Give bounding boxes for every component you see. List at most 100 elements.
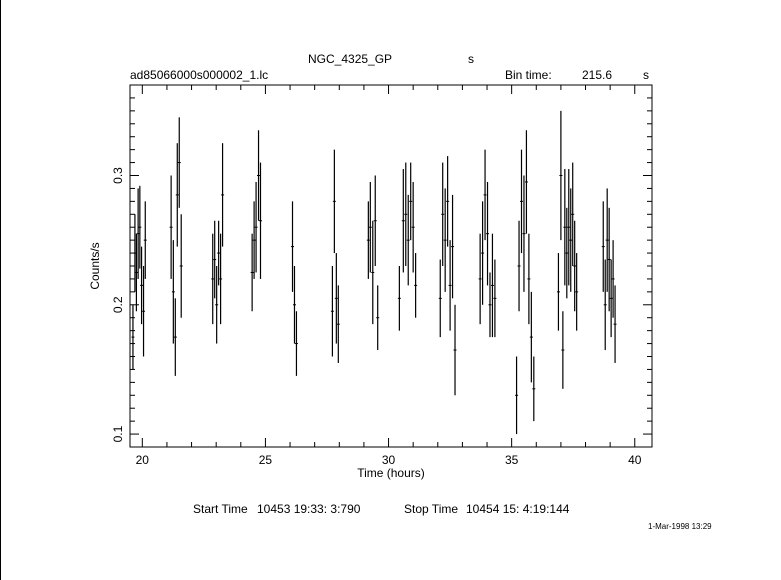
data-point <box>569 188 573 292</box>
data-point <box>448 240 452 331</box>
data-point <box>334 253 338 344</box>
bin-time-unit: s <box>643 68 649 82</box>
window-left-border <box>0 0 1 580</box>
x-tick-label: 20 <box>136 453 150 467</box>
data-point <box>175 143 179 247</box>
data-point <box>571 162 575 266</box>
data-point <box>613 285 617 363</box>
data-point <box>169 175 173 279</box>
data-point <box>397 266 401 331</box>
data-point <box>453 304 457 396</box>
data-point <box>257 130 261 221</box>
y-tick-label: 0.1 <box>111 425 125 442</box>
data-point <box>481 201 485 305</box>
data-point <box>211 233 215 325</box>
data-point <box>376 285 380 351</box>
data-point <box>601 201 605 292</box>
data-point <box>517 220 521 312</box>
data-point <box>527 233 531 325</box>
data-point <box>171 240 175 344</box>
data-point <box>451 194 455 299</box>
data-point <box>438 259 442 338</box>
data-point <box>446 156 450 247</box>
data-point <box>330 266 334 357</box>
data-point <box>366 201 370 279</box>
x-tick-label: 35 <box>505 453 519 467</box>
x-axis-label: Time (hours) <box>357 466 425 480</box>
data-point <box>134 233 138 312</box>
x-tick-label: 25 <box>259 453 273 467</box>
stop-time-label: Stop Time <box>404 502 459 516</box>
data-point <box>605 188 609 292</box>
data-point <box>138 185 142 269</box>
data-point <box>520 149 523 254</box>
stop-time-value: 10454 15: 4:19:144 <box>466 502 570 516</box>
data-point <box>177 117 181 208</box>
data-points <box>131 110 617 435</box>
data-point <box>414 253 418 318</box>
data-point <box>140 246 144 325</box>
axis-ticks <box>130 84 652 448</box>
data-point <box>573 220 577 312</box>
data-point <box>142 266 146 357</box>
data-point <box>567 169 571 286</box>
data-point <box>561 311 565 389</box>
data-point <box>488 272 492 338</box>
x-tick-label: 30 <box>382 453 396 467</box>
start-time-label: Start Time <box>193 502 248 516</box>
data-point <box>136 188 140 279</box>
data-point <box>575 253 579 331</box>
data-point <box>607 207 611 312</box>
data-point <box>219 233 223 325</box>
data-point <box>532 356 536 422</box>
object-unit: s <box>468 52 474 66</box>
data-point <box>131 304 135 370</box>
data-point <box>603 259 607 351</box>
data-point <box>483 149 487 241</box>
data-point <box>529 291 533 383</box>
data-point <box>254 181 258 273</box>
data-point <box>524 130 528 234</box>
data-point <box>221 143 225 247</box>
plot-timestamp: 1-Mar-1998 13:29 <box>648 522 712 531</box>
data-point <box>217 220 221 286</box>
data-point <box>373 175 377 266</box>
data-point <box>336 285 340 363</box>
data-point <box>291 201 295 292</box>
data-point <box>215 266 219 344</box>
data-point <box>143 201 147 279</box>
data-point <box>563 169 567 286</box>
data-point <box>401 169 405 273</box>
data-point <box>478 233 482 325</box>
data-point <box>411 181 415 273</box>
data-point <box>556 253 560 331</box>
data-point <box>490 233 494 338</box>
object-name: NGC_4325_GP <box>308 52 393 66</box>
x-tick-label: 40 <box>628 453 642 467</box>
data-point <box>250 233 254 312</box>
axis-tick-labels: 20 25 30 35 40 0.1 0.2 0.3 <box>111 167 642 467</box>
y-axis-label: Counts/s <box>88 242 102 289</box>
file-name: ad85066000s000002_1.lc <box>130 68 269 82</box>
data-point <box>179 214 183 318</box>
data-point <box>173 298 177 376</box>
data-point <box>292 266 296 344</box>
data-point <box>332 149 336 254</box>
data-point <box>213 220 217 299</box>
data-point <box>371 220 375 325</box>
data-point <box>259 162 262 279</box>
start-time-value: 10453 19:33: 3:790 <box>257 502 361 516</box>
data-point <box>515 356 519 435</box>
data-point <box>294 311 298 376</box>
y-tick-label: 0.2 <box>111 296 125 313</box>
data-point <box>406 194 410 286</box>
data-point <box>368 181 372 273</box>
data-point <box>522 175 526 292</box>
data-point <box>486 181 490 286</box>
data-point <box>493 259 497 338</box>
data-point <box>611 240 615 318</box>
data-point <box>409 162 413 241</box>
data-point <box>559 110 563 241</box>
data-point <box>252 201 256 279</box>
